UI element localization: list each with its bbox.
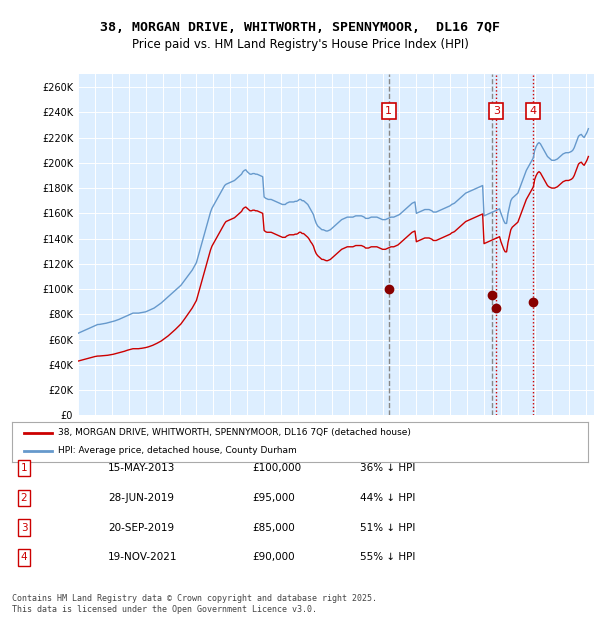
Bar: [496, 74, 594, 415]
Text: Price paid vs. HM Land Registry's House Price Index (HPI): Price paid vs. HM Land Registry's House …: [131, 38, 469, 51]
Text: £90,000: £90,000: [252, 552, 295, 562]
Text: 28-JUN-2019: 28-JUN-2019: [108, 493, 174, 503]
Text: 38, MORGAN DRIVE, WHITWORTH, SPENNYMOOR, DL16 7QF (detached house): 38, MORGAN DRIVE, WHITWORTH, SPENNYMOOR,…: [58, 428, 411, 437]
Text: 4: 4: [529, 106, 536, 116]
Text: HPI: Average price, detached house, County Durham: HPI: Average price, detached house, Coun…: [58, 446, 297, 455]
Text: 44% ↓ HPI: 44% ↓ HPI: [360, 493, 415, 503]
Text: 20-SEP-2019: 20-SEP-2019: [108, 523, 174, 533]
Text: 3: 3: [493, 106, 500, 116]
Text: £100,000: £100,000: [252, 463, 301, 473]
Text: Contains HM Land Registry data © Crown copyright and database right 2025.
This d: Contains HM Land Registry data © Crown c…: [12, 595, 377, 614]
Text: 15-MAY-2013: 15-MAY-2013: [108, 463, 175, 473]
Text: 36% ↓ HPI: 36% ↓ HPI: [360, 463, 415, 473]
Text: 3: 3: [20, 523, 28, 533]
Text: 4: 4: [20, 552, 28, 562]
Text: 1: 1: [385, 106, 392, 116]
Text: 1: 1: [20, 463, 28, 473]
Text: £95,000: £95,000: [252, 493, 295, 503]
Text: 38, MORGAN DRIVE, WHITWORTH, SPENNYMOOR,  DL16 7QF: 38, MORGAN DRIVE, WHITWORTH, SPENNYMOOR,…: [100, 22, 500, 34]
Text: 55% ↓ HPI: 55% ↓ HPI: [360, 552, 415, 562]
Text: 2: 2: [20, 493, 28, 503]
Text: 51% ↓ HPI: 51% ↓ HPI: [360, 523, 415, 533]
Text: 19-NOV-2021: 19-NOV-2021: [108, 552, 178, 562]
Text: £85,000: £85,000: [252, 523, 295, 533]
